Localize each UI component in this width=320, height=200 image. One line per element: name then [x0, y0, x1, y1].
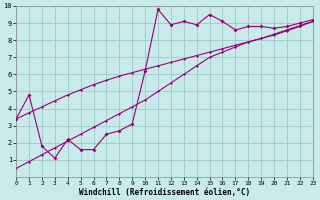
X-axis label: Windchill (Refroidissement éolien,°C): Windchill (Refroidissement éolien,°C)	[79, 188, 250, 197]
